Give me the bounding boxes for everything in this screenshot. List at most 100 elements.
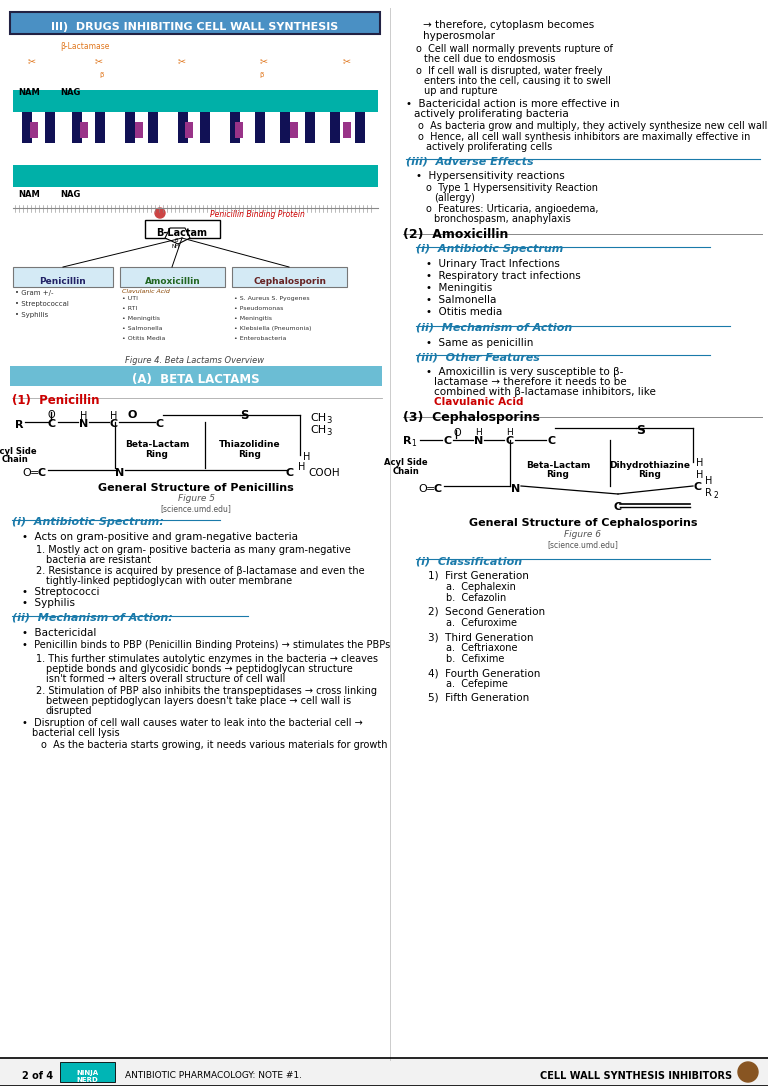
Text: ✂: ✂ <box>28 56 36 66</box>
Text: • UTI: • UTI <box>122 296 138 301</box>
Text: o  Hence, all cell wall synthesis inhibitors are maximally effective in: o Hence, all cell wall synthesis inhibit… <box>418 132 750 142</box>
Text: COOH: COOH <box>308 468 339 478</box>
Text: ANTIBIOTIC PHARMACOLOGY: NOTE #1.: ANTIBIOTIC PHARMACOLOGY: NOTE #1. <box>125 1072 302 1081</box>
Text: CELL WALL SYNTHESIS INHIBITORS: CELL WALL SYNTHESIS INHIBITORS <box>540 1071 732 1081</box>
Text: peptide bonds and glycosidic bonds → peptidoglycan structure: peptide bonds and glycosidic bonds → pep… <box>46 664 353 674</box>
Text: General Structure of Penicillins: General Structure of Penicillins <box>98 483 294 493</box>
Text: isn't formed → alters overall structure of cell wall: isn't formed → alters overall structure … <box>46 674 286 684</box>
Text: H: H <box>475 428 482 437</box>
Text: disrupted: disrupted <box>46 706 92 716</box>
Text: Penicillin: Penicillin <box>40 277 86 286</box>
Bar <box>200 112 210 143</box>
Text: •  Penicillin binds to PBP (Penicillin Binding Proteins) → stimulates the PBPs: • Penicillin binds to PBP (Penicillin Bi… <box>22 640 390 651</box>
Text: R: R <box>403 435 412 446</box>
Text: •  Respiratory tract infections: • Respiratory tract infections <box>426 272 581 281</box>
Bar <box>95 112 105 143</box>
Text: N: N <box>115 468 124 478</box>
Text: C: C <box>505 435 513 446</box>
Text: •  Meningitis: • Meningitis <box>426 283 492 293</box>
Bar <box>232 267 347 287</box>
Text: Ring: Ring <box>146 450 168 459</box>
Text: Cephalosporin: Cephalosporin <box>253 277 326 286</box>
Text: (iii)  Adverse Effects: (iii) Adverse Effects <box>406 156 534 166</box>
Text: 2)  Second Generation: 2) Second Generation <box>428 607 545 617</box>
Text: actively proliferating cells: actively proliferating cells <box>426 142 552 152</box>
Text: o  Cell wall normally prevents rupture of: o Cell wall normally prevents rupture of <box>416 45 613 54</box>
Text: ✂: ✂ <box>260 56 268 66</box>
Text: C: C <box>109 419 118 429</box>
Text: 2. Resistance is acquired by presence of β-lactamase and even the: 2. Resistance is acquired by presence of… <box>36 566 365 576</box>
Text: C: C <box>547 435 555 446</box>
Text: (2)  Amoxicillin: (2) Amoxicillin <box>403 228 508 241</box>
Text: • Klebsiella (Pneumonia): • Klebsiella (Pneumonia) <box>234 326 312 331</box>
Bar <box>72 112 82 143</box>
Text: NAG: NAG <box>60 190 81 199</box>
Bar <box>30 122 38 138</box>
Text: → therefore, cytoplasm becomes: → therefore, cytoplasm becomes <box>423 20 594 30</box>
Text: β-Lactamase: β-Lactamase <box>60 42 109 51</box>
Text: Acyl Side: Acyl Side <box>0 447 37 456</box>
Bar <box>305 112 315 143</box>
Text: H: H <box>110 411 118 421</box>
Text: (iii)  Other Features: (iii) Other Features <box>416 352 540 362</box>
Bar <box>255 112 265 143</box>
Text: S: S <box>636 424 645 437</box>
Text: R: R <box>705 488 712 498</box>
Text: N: N <box>79 419 88 429</box>
Text: Ring: Ring <box>638 470 661 479</box>
Text: Clavulanic Acid: Clavulanic Acid <box>434 397 524 407</box>
Text: β: β <box>99 72 104 78</box>
Text: 4)  Fourth Generation: 4) Fourth Generation <box>428 668 541 678</box>
Text: • Meningitis: • Meningitis <box>234 316 272 321</box>
Bar <box>185 122 193 138</box>
Text: C: C <box>434 484 442 494</box>
Text: H: H <box>298 462 306 472</box>
Bar <box>230 112 240 143</box>
Text: H: H <box>303 452 310 462</box>
Text: Amoxicillin: Amoxicillin <box>144 277 200 286</box>
Text: H: H <box>696 458 703 468</box>
Text: β
NH: β NH <box>172 238 180 249</box>
Text: NAM: NAM <box>18 190 40 199</box>
Bar <box>125 112 135 143</box>
Text: R: R <box>15 420 24 430</box>
Bar <box>290 122 298 138</box>
Text: (ii)  Mechanism of Action:: (ii) Mechanism of Action: <box>12 613 173 623</box>
Text: tightly-linked peptidoglycan with outer membrane: tightly-linked peptidoglycan with outer … <box>46 576 292 586</box>
Text: b.  Cefazolin: b. Cefazolin <box>446 593 506 603</box>
Text: =: = <box>426 484 435 494</box>
Text: Figure 5: Figure 5 <box>177 494 214 503</box>
Text: Thiazolidine: Thiazolidine <box>219 440 281 449</box>
Text: [science.umd.edu]: [science.umd.edu] <box>161 504 231 513</box>
Text: O: O <box>453 428 461 438</box>
Text: N: N <box>474 435 483 446</box>
Bar <box>13 90 378 112</box>
Text: a.  Ceftriaxone: a. Ceftriaxone <box>446 643 518 653</box>
Text: Chain: Chain <box>2 455 28 464</box>
Text: Chain: Chain <box>392 467 419 476</box>
Text: Figure 4. Beta Lactams Overview: Figure 4. Beta Lactams Overview <box>125 356 264 365</box>
Text: 3)  Third Generation: 3) Third Generation <box>428 632 534 642</box>
Text: •  Disruption of cell wall causes water to leak into the bacterial cell →: • Disruption of cell wall causes water t… <box>22 718 362 728</box>
Text: lactamase → therefore it needs to be: lactamase → therefore it needs to be <box>434 377 627 387</box>
Text: b.  Cefixime: b. Cefixime <box>446 654 505 664</box>
Text: •  Urinary Tract Infections: • Urinary Tract Infections <box>426 258 560 269</box>
Text: •  Amoxicillin is very susceptible to β-: • Amoxicillin is very susceptible to β- <box>426 367 624 377</box>
Text: Acyl Side: Acyl Side <box>384 458 428 467</box>
Text: • Pseudomonas: • Pseudomonas <box>234 306 283 311</box>
Text: H: H <box>696 470 703 480</box>
Text: 1. This further stimulates autolytic enzymes in the bacteria → cleaves: 1. This further stimulates autolytic enz… <box>36 654 378 664</box>
Text: C: C <box>693 482 701 492</box>
Bar <box>355 112 365 143</box>
Text: 2: 2 <box>714 491 719 500</box>
Text: O: O <box>22 468 31 478</box>
Text: bacterial cell lysis: bacterial cell lysis <box>32 728 120 738</box>
Text: NINJA
NERD: NINJA NERD <box>76 1070 98 1083</box>
Text: a.  Cefuroxime: a. Cefuroxime <box>446 618 517 628</box>
Text: ✂: ✂ <box>178 56 186 66</box>
Text: C: C <box>48 419 56 429</box>
Text: O: O <box>418 484 427 494</box>
Text: 2. Stimulation of PBP also inhibits the transpeptidases → cross linking: 2. Stimulation of PBP also inhibits the … <box>36 686 377 696</box>
Text: β: β <box>259 72 263 78</box>
Text: between peptidoglycan layers doesn't take place → cell wall is: between peptidoglycan layers doesn't tak… <box>46 696 351 706</box>
